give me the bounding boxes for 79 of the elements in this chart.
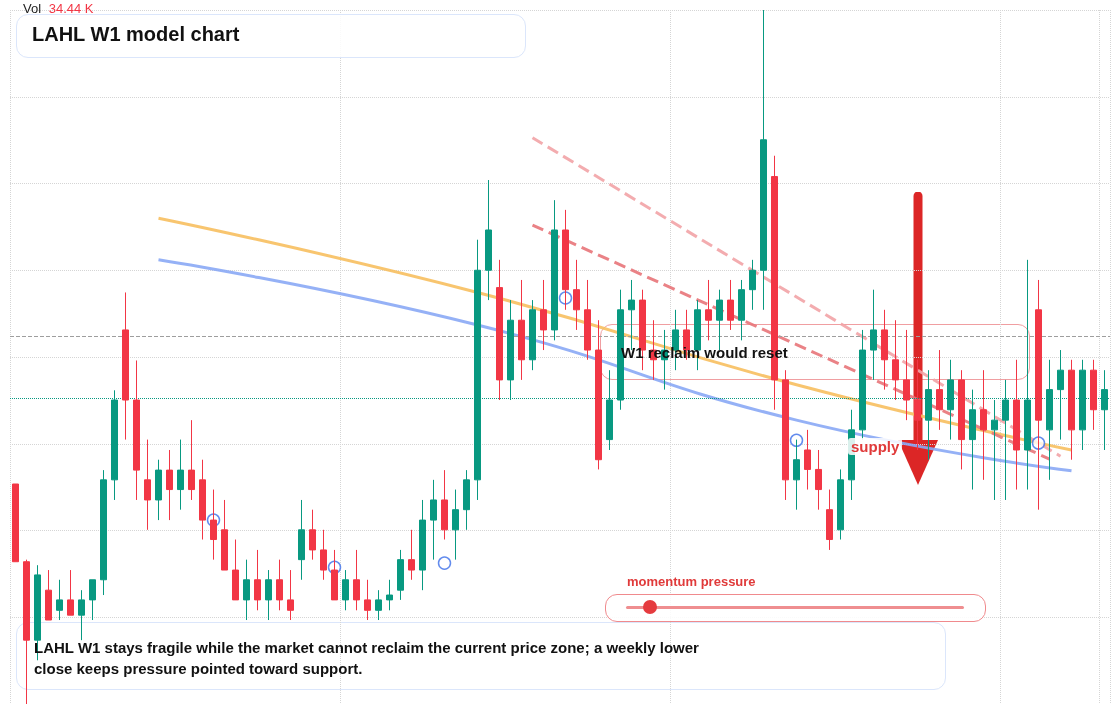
candlestick <box>804 429 811 491</box>
candlestick <box>166 449 173 521</box>
candlestick <box>254 549 261 611</box>
candlestick <box>23 559 30 704</box>
text: LAHL W1 model chart <box>32 23 240 46</box>
candlestick <box>67 569 74 616</box>
candlestick <box>892 319 899 401</box>
candlestick <box>573 259 580 331</box>
candlestick <box>199 459 206 541</box>
candlestick <box>298 499 305 581</box>
candlestick <box>144 439 151 531</box>
candlestick <box>595 319 602 470</box>
candlestick <box>1068 359 1075 461</box>
candlestick <box>837 468 844 541</box>
candlestick <box>727 279 734 331</box>
candlestick <box>12 483 19 563</box>
candlestick <box>386 579 393 611</box>
candlestick <box>584 279 591 361</box>
annotation: momentum pressure <box>627 574 756 589</box>
candlestick <box>705 279 712 341</box>
candlestick <box>375 589 382 621</box>
candlestick <box>155 459 162 521</box>
candlestick <box>221 499 228 571</box>
candlestick <box>749 259 756 311</box>
candlestick <box>463 469 470 531</box>
annotation: Vol <box>23 1 42 16</box>
candlestick <box>287 569 294 621</box>
candlestick <box>210 489 217 561</box>
candlestick <box>551 199 558 341</box>
candlestick <box>177 439 184 511</box>
candlestick <box>45 569 52 621</box>
annotation: supply <box>848 438 903 455</box>
candlestick <box>870 289 877 381</box>
candlestick <box>936 349 943 431</box>
candlestick <box>397 549 404 601</box>
candlestick <box>958 369 965 470</box>
candlestick <box>793 439 800 511</box>
candlestick <box>430 479 437 561</box>
candlestick <box>133 359 140 501</box>
candlestick <box>441 469 448 541</box>
candlestick <box>1035 279 1042 511</box>
candlestick <box>1013 359 1020 491</box>
candlestick <box>529 299 536 371</box>
point <box>437 556 452 570</box>
candlestick <box>760 9 767 311</box>
candlestick <box>496 259 503 401</box>
candlestick <box>738 279 745 341</box>
candlestick <box>903 329 910 421</box>
candlestick <box>540 279 547 351</box>
candlestick <box>188 419 195 501</box>
candlestick <box>320 529 327 581</box>
candlestick <box>815 449 822 511</box>
candlestick <box>826 489 833 551</box>
candlestick <box>419 499 426 591</box>
candlestick <box>56 579 63 621</box>
candlestick <box>100 469 107 596</box>
candlestick <box>1090 359 1097 431</box>
candlestick <box>89 579 96 621</box>
candlestick <box>562 209 569 311</box>
candlestick <box>782 369 789 501</box>
candlestick <box>353 549 360 611</box>
candlestick <box>881 309 888 391</box>
candlestick <box>342 569 349 611</box>
candlestick <box>265 569 272 621</box>
candlestick <box>452 489 459 561</box>
candlestick <box>331 549 338 601</box>
candlestick <box>78 589 85 641</box>
candlestick <box>518 279 525 381</box>
candlestick <box>485 179 492 301</box>
candlestick <box>243 559 250 621</box>
candlestick <box>122 291 129 441</box>
annotation: 34.44 K <box>48 1 94 16</box>
candlestick <box>276 559 283 611</box>
candlestick <box>232 539 239 601</box>
candlestick <box>364 579 371 621</box>
candlestick <box>408 529 415 581</box>
candlestick <box>980 369 987 481</box>
point <box>789 433 804 448</box>
candlestick <box>309 509 316 561</box>
